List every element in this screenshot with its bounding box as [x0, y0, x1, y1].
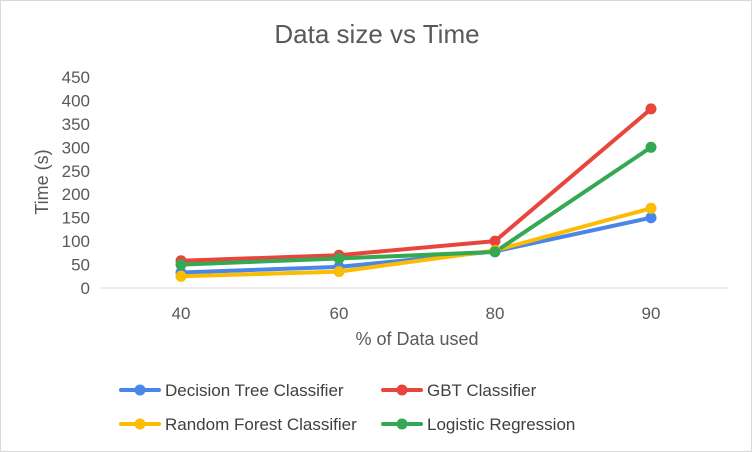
- legend: Decision Tree Classifier GBT Classifier Ra…: [119, 381, 575, 434]
- data-point: [645, 141, 657, 153]
- y-tick-label: 450: [62, 68, 90, 87]
- x-tick-label: 90: [642, 304, 661, 323]
- data-point: [333, 253, 345, 264]
- y-tick-label: 250: [62, 162, 90, 181]
- x-axis-ticks: 40 60 80 90: [172, 304, 661, 323]
- data-point: [175, 259, 187, 271]
- data-point: [489, 246, 501, 258]
- series-line: [179, 106, 653, 263]
- series-line: [179, 145, 653, 267]
- legend-swatch-marker: [396, 384, 408, 396]
- data-point: [489, 235, 501, 247]
- legend-item: Random Forest Classifier: [119, 415, 357, 434]
- y-tick-label: 400: [62, 91, 90, 110]
- data-point: [645, 202, 657, 214]
- data-point: [333, 266, 345, 278]
- y-tick-label: 0: [81, 279, 90, 298]
- x-axis-title: % of Data used: [355, 329, 478, 349]
- series-points: [175, 103, 657, 282]
- legend-label: Decision Tree Classifier: [165, 381, 344, 400]
- legend-label: Random Forest Classifier: [165, 415, 357, 434]
- y-tick-label: 100: [62, 232, 90, 251]
- data-point: [645, 212, 657, 224]
- x-tick-label: 60: [330, 304, 349, 323]
- x-tick-label: 80: [486, 304, 505, 323]
- legend-label: GBT Classifier: [427, 381, 537, 400]
- chart-title: Data size vs Time: [274, 19, 479, 49]
- legend-item: GBT Classifier: [381, 381, 537, 400]
- y-axis-title: Time (s): [32, 149, 52, 214]
- legend-swatch-marker: [134, 418, 146, 430]
- data-point: [175, 270, 187, 282]
- y-tick-label: 50: [71, 256, 90, 275]
- data-point: [645, 103, 657, 115]
- legend-label: Logistic Regression: [427, 415, 575, 434]
- legend-item: Logistic Regression: [381, 415, 575, 434]
- y-tick-label: 150: [62, 209, 90, 228]
- y-tick-label: 300: [62, 138, 90, 157]
- y-axis-ticks: 0 50 100 150 200 250 300 350 400 450: [62, 68, 90, 298]
- series-line: [179, 206, 653, 279]
- y-tick-label: 200: [62, 185, 90, 204]
- y-tick-label: 350: [62, 115, 90, 134]
- legend-swatch-marker: [396, 418, 408, 430]
- x-tick-label: 40: [172, 304, 191, 323]
- legend-swatch-marker: [134, 384, 146, 396]
- series-lines: [179, 106, 653, 279]
- legend-item: Decision Tree Classifier: [119, 381, 344, 400]
